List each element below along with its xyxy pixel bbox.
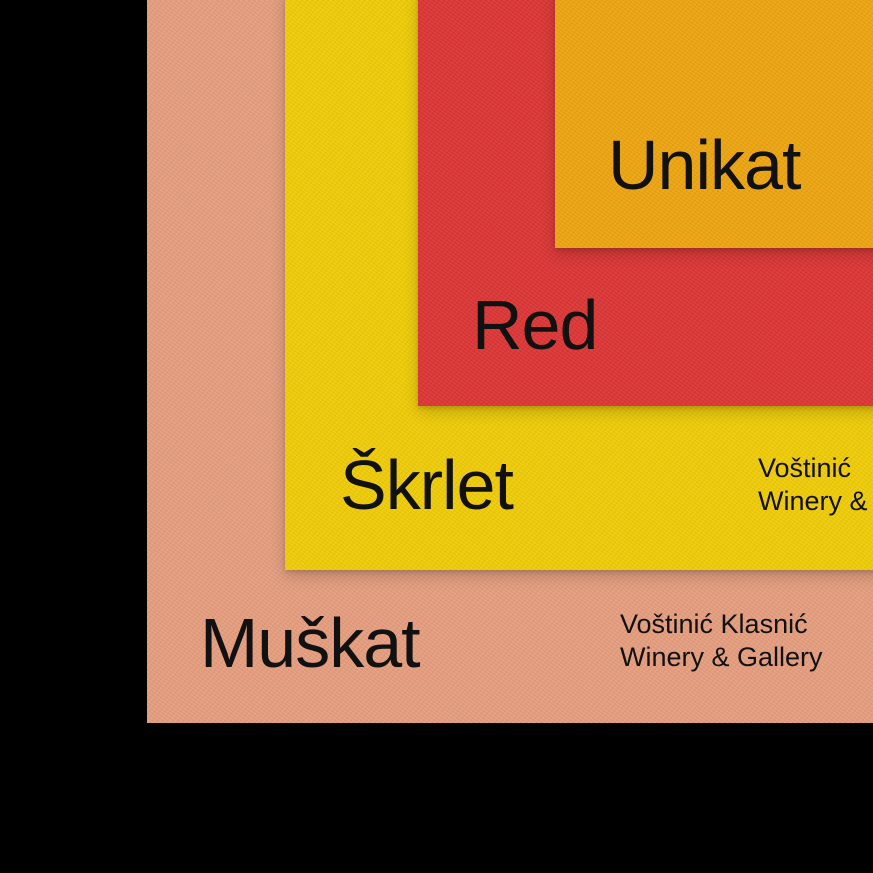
unikat-label-card [555, 0, 873, 248]
skrlet-maker-line-2: Winery & [758, 486, 868, 516]
red-wine-name: Red [472, 286, 598, 364]
skrlet-maker-text: Voštinić Winery & [758, 452, 868, 518]
muskat-maker-line-1: Voštinić Klasnić [620, 609, 808, 639]
skrlet-maker-line-1: Voštinić [758, 453, 852, 483]
skrlet-wine-name: Škrlet [340, 446, 514, 524]
muskat-maker-text: Voštinić Klasnić Winery & Gallery [620, 608, 823, 674]
unikat-wine-name: Unikat [608, 126, 801, 204]
muskat-maker-line-2: Winery & Gallery [620, 642, 823, 672]
muskat-wine-name: Muškat [200, 604, 421, 682]
